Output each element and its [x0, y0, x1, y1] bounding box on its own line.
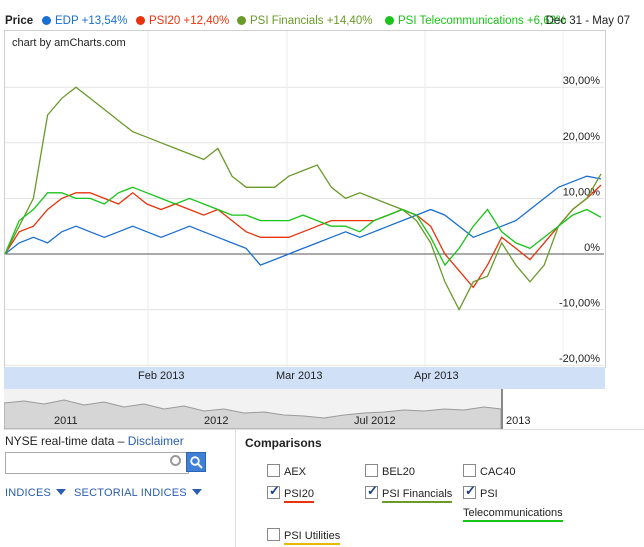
comparison-checkbox-psi-utilities[interactable]: PSI Utilities — [267, 528, 341, 545]
search-button[interactable] — [186, 452, 206, 472]
scroller-label: 2012 — [204, 415, 229, 427]
checkmark-icon: ✓ — [465, 483, 476, 498]
comparison-checkbox-psi20[interactable]: ✓ PSI20 — [267, 483, 314, 503]
series-dot-icon — [42, 16, 51, 25]
y-tick-label: -10,00% — [559, 298, 600, 310]
indices-menu[interactable]: INDICES — [5, 487, 67, 499]
clear-search-icon[interactable] — [170, 455, 181, 466]
y-tick-label: -20,00% — [559, 353, 600, 365]
indices-menu-label: INDICES — [5, 487, 52, 499]
comparison-label: BEL20 — [382, 466, 416, 478]
comparison-label: PSI Utilities — [284, 530, 341, 545]
comparisons-panel — [235, 429, 644, 547]
chevron-down-icon — [56, 489, 67, 495]
comparison-label: PSI Financials — [382, 488, 453, 503]
x-tick-label: Apr 2013 — [414, 370, 459, 382]
comparison-checkbox-psi-telecom[interactable]: ✓ PSI — [463, 483, 498, 500]
line-chart: 30,00% 20,00% 10,00% 0% -10,00% -20,00% — [4, 31, 604, 367]
chart-credit: chart by amCharts.com — [12, 37, 126, 49]
legend-edp-name: EDP — [55, 15, 79, 27]
comparison-label-continued: Telecommunications — [463, 507, 563, 522]
checkbox-icon — [463, 464, 476, 477]
checkbox-icon — [267, 464, 280, 477]
checkbox-icon — [365, 464, 378, 477]
series-line-psi20 — [4, 184, 602, 289]
grid-lines — [5, 31, 604, 367]
legend-edp-change: +13,54% — [81, 15, 128, 27]
series-line-edp — [4, 175, 602, 266]
y-tick-label: 20,00% — [563, 131, 601, 143]
checkbox-icon: ✓ — [365, 483, 378, 499]
comparison-label: PSI — [480, 488, 498, 500]
legend-item-psi-financials[interactable]: PSI Financials +14,40% — [237, 15, 372, 27]
comparisons-title: Comparisons — [245, 436, 322, 450]
search-input[interactable] — [5, 452, 189, 474]
comparison-checkbox-aex[interactable]: AEX — [267, 464, 306, 478]
checkmark-icon: ✓ — [269, 483, 280, 498]
realtime-notice: NYSE real-time data – Disclaimer — [5, 434, 184, 448]
x-tick-label: Mar 2013 — [276, 370, 323, 382]
chart-legend: Price EDP +13,54% PSI20 +12,40% PSI Fina… — [0, 0, 644, 38]
comparison-checkbox-cac40[interactable]: CAC40 — [463, 464, 515, 478]
legend-item-psi20[interactable]: PSI20 +12,40% — [136, 15, 229, 27]
series-line-psi-telecommunications — [4, 186, 602, 267]
y-tick-label: 0% — [584, 242, 600, 254]
series-dot-icon — [136, 16, 145, 25]
sectorial-indices-menu[interactable]: SECTORIAL INDICES — [74, 487, 202, 499]
search-icon — [190, 456, 203, 469]
price-label: Price — [5, 15, 34, 27]
legend-psi-financials-name: PSI Financials — [250, 15, 324, 27]
legend-psi20-change: +12,40% — [183, 15, 230, 27]
legend-item-psi-telecom[interactable]: PSI Telecommunications +6,63% — [385, 15, 566, 27]
scroller-selection-handle[interactable] — [501, 389, 607, 429]
checkmark-icon: ✓ — [367, 483, 378, 498]
comparison-checkbox-psi-financials[interactable]: ✓ PSI Financials — [365, 483, 453, 503]
scroller-label: 2013 — [506, 415, 531, 427]
checkbox-icon: ✓ — [463, 483, 476, 499]
y-tick-label: 30,00% — [563, 75, 601, 87]
series-dot-icon — [237, 16, 246, 25]
scroller-label: Jul 2012 — [354, 415, 396, 427]
comparison-label: PSI20 — [284, 488, 314, 503]
legend-item-edp[interactable]: EDP +13,54% — [42, 15, 127, 27]
date-range: Dec 31 - May 07 — [545, 15, 630, 27]
series-line-psi-financials — [4, 86, 602, 312]
legend-psi20-name: PSI20 — [149, 15, 181, 27]
chart-scrollbar[interactable]: 2011 2012 Jul 2012 2013 — [4, 389, 607, 430]
disclaimer-link[interactable]: Disclaimer — [127, 434, 184, 448]
checkbox-icon: ✓ — [267, 483, 280, 499]
comparison-label: AEX — [284, 466, 307, 478]
sectorial-indices-menu-label: SECTORIAL INDICES — [74, 487, 187, 499]
checkbox-icon — [267, 528, 280, 541]
legend-psi-financials-change: +14,40% — [326, 15, 373, 27]
comparison-label: CAC40 — [480, 466, 516, 478]
y-axis-labels: 30,00% 20,00% 10,00% 0% -10,00% -20,00% — [559, 75, 600, 365]
legend-psi-telecom-name: PSI Telecommunications — [398, 15, 524, 27]
y-tick-label: 10,00% — [563, 186, 601, 198]
comparison-checkbox-bel20[interactable]: BEL20 — [365, 464, 415, 478]
x-axis: Feb 2013 Mar 2013 Apr 2013 — [4, 367, 605, 389]
x-tick-label: Feb 2013 — [138, 370, 185, 382]
chevron-down-icon — [191, 489, 202, 495]
series-dot-icon — [385, 16, 394, 25]
legend-psi-telecom-change: +6,63% — [526, 15, 567, 27]
realtime-text: NYSE real-time data – — [5, 434, 128, 448]
scroller-label: 2011 — [54, 415, 78, 427]
series-lines — [4, 86, 602, 312]
